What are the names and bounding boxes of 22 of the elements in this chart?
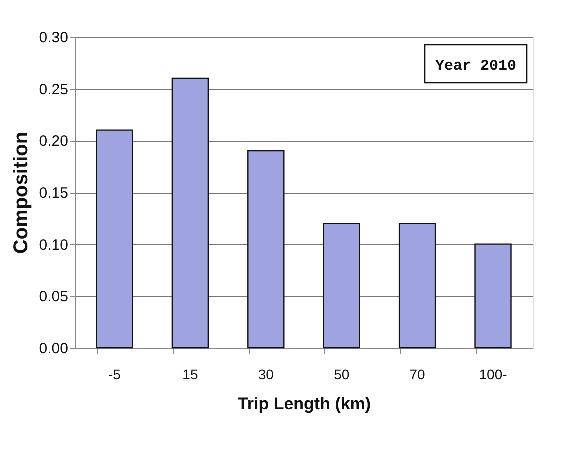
y-axis-title: Composition	[10, 132, 32, 254]
y-tick-label: 0.20	[39, 133, 68, 150]
x-tick-label: 15	[182, 366, 198, 382]
x-tick-label: 50	[334, 366, 350, 382]
x-axis-title: Trip Length (km)	[238, 394, 372, 414]
annotation: Year 2010	[435, 58, 517, 75]
bar	[96, 130, 134, 349]
y-tick-label: 0.10	[39, 236, 68, 254]
x-tick-label: 100-	[479, 366, 508, 382]
bar	[323, 223, 360, 349]
y-tick-label: 0.05	[39, 288, 68, 306]
y-tick-label: 0.30	[39, 30, 68, 46]
y-tick-label: 0.15	[39, 185, 68, 202]
bar	[398, 223, 436, 349]
x-tick-label: 70	[410, 366, 426, 382]
bar	[248, 150, 285, 349]
bar	[172, 78, 210, 349]
x-tick-label: -5	[108, 366, 122, 382]
bar	[474, 244, 512, 349]
y-tick-label: 0.25	[39, 81, 68, 98]
y-tick-label: 0.00	[39, 340, 68, 358]
x-tick-label: 30	[258, 366, 274, 382]
